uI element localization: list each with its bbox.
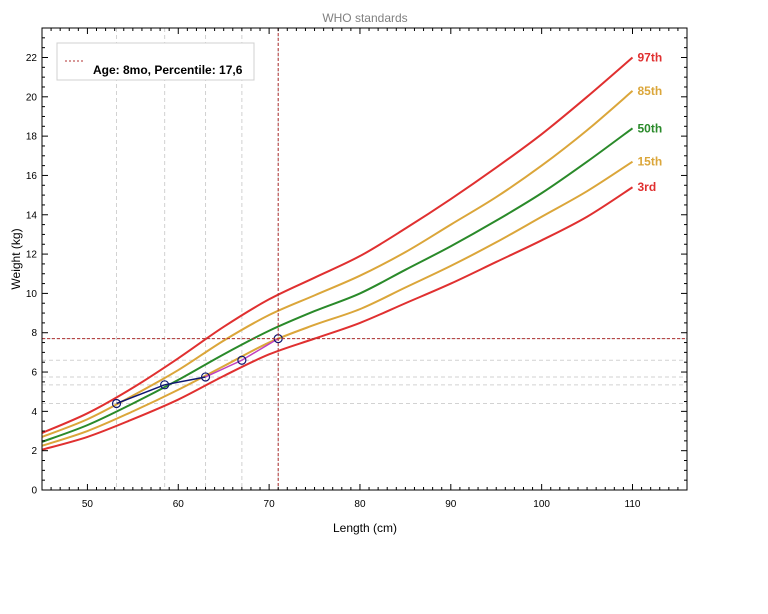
percentile-curve-3rd [41,186,634,451]
axis-ticks: 50 60 70 80 90 100 110 0 2 4 6 8 10 12 14 16 18 20 22 [26,28,688,510]
legend-label: Age: 8mo, Percentile: 17,6 [93,63,243,77]
measurement-point [160,380,170,390]
x-tick-label: 80 [354,499,366,510]
measurement-segment [116,384,165,405]
legend: Age: 8mo, Percentile: 17,6 [56,42,255,81]
y-tick-label: 22 [26,53,38,64]
x-tick-label: 50 [82,499,94,510]
percentile-label-97th: 97th [637,50,662,64]
y-tick-label: 4 [31,407,37,418]
plot-frame [41,27,688,491]
percentile-curve-85th [41,90,634,438]
percentile-curves [41,56,634,451]
y-tick-label: 0 [31,486,37,497]
percentile-labels: 97th 85th 50th 15th 3rd [637,50,662,194]
y-tick-label: 12 [26,250,38,261]
measurement-segment [241,337,279,361]
y-tick-label: 18 [26,132,38,143]
x-tick-label: 100 [533,499,550,510]
percentile-label-50th: 50th [637,121,662,135]
y-tick-label: 14 [26,210,38,221]
percentile-curve-15th [41,160,634,447]
y-tick-label: 20 [26,92,38,103]
measurement-point [111,398,122,409]
y-tick-label: 8 [31,328,37,339]
x-tick-label: 110 [625,499,641,510]
y-tick-label: 10 [26,289,38,300]
x-tick-label: 70 [264,499,276,510]
percentile-label-15th: 15th [637,155,662,169]
y-tick-label: 16 [26,171,38,182]
y-axis-title: Weight (kg) [9,228,23,289]
measurement-segment [205,359,243,378]
percentile-label-3rd: 3rd [637,180,656,194]
percentile-curve-97th [41,56,634,434]
x-axis-title: Length (cm) [333,521,397,535]
legend-box [56,42,255,81]
measurement-point [237,355,247,365]
crosshair [42,28,687,490]
x-tick-label: 60 [173,499,185,510]
y-tick-label: 6 [31,368,37,379]
x-tick-label: 90 [445,499,457,510]
percentile-curve-50th [41,127,634,443]
measurement-point [200,372,211,382]
percentile-label-85th: 85th [637,84,662,98]
y-tick-label: 2 [31,446,37,457]
chart-title: WHO standards [322,11,407,25]
measurement-segment [164,376,206,386]
